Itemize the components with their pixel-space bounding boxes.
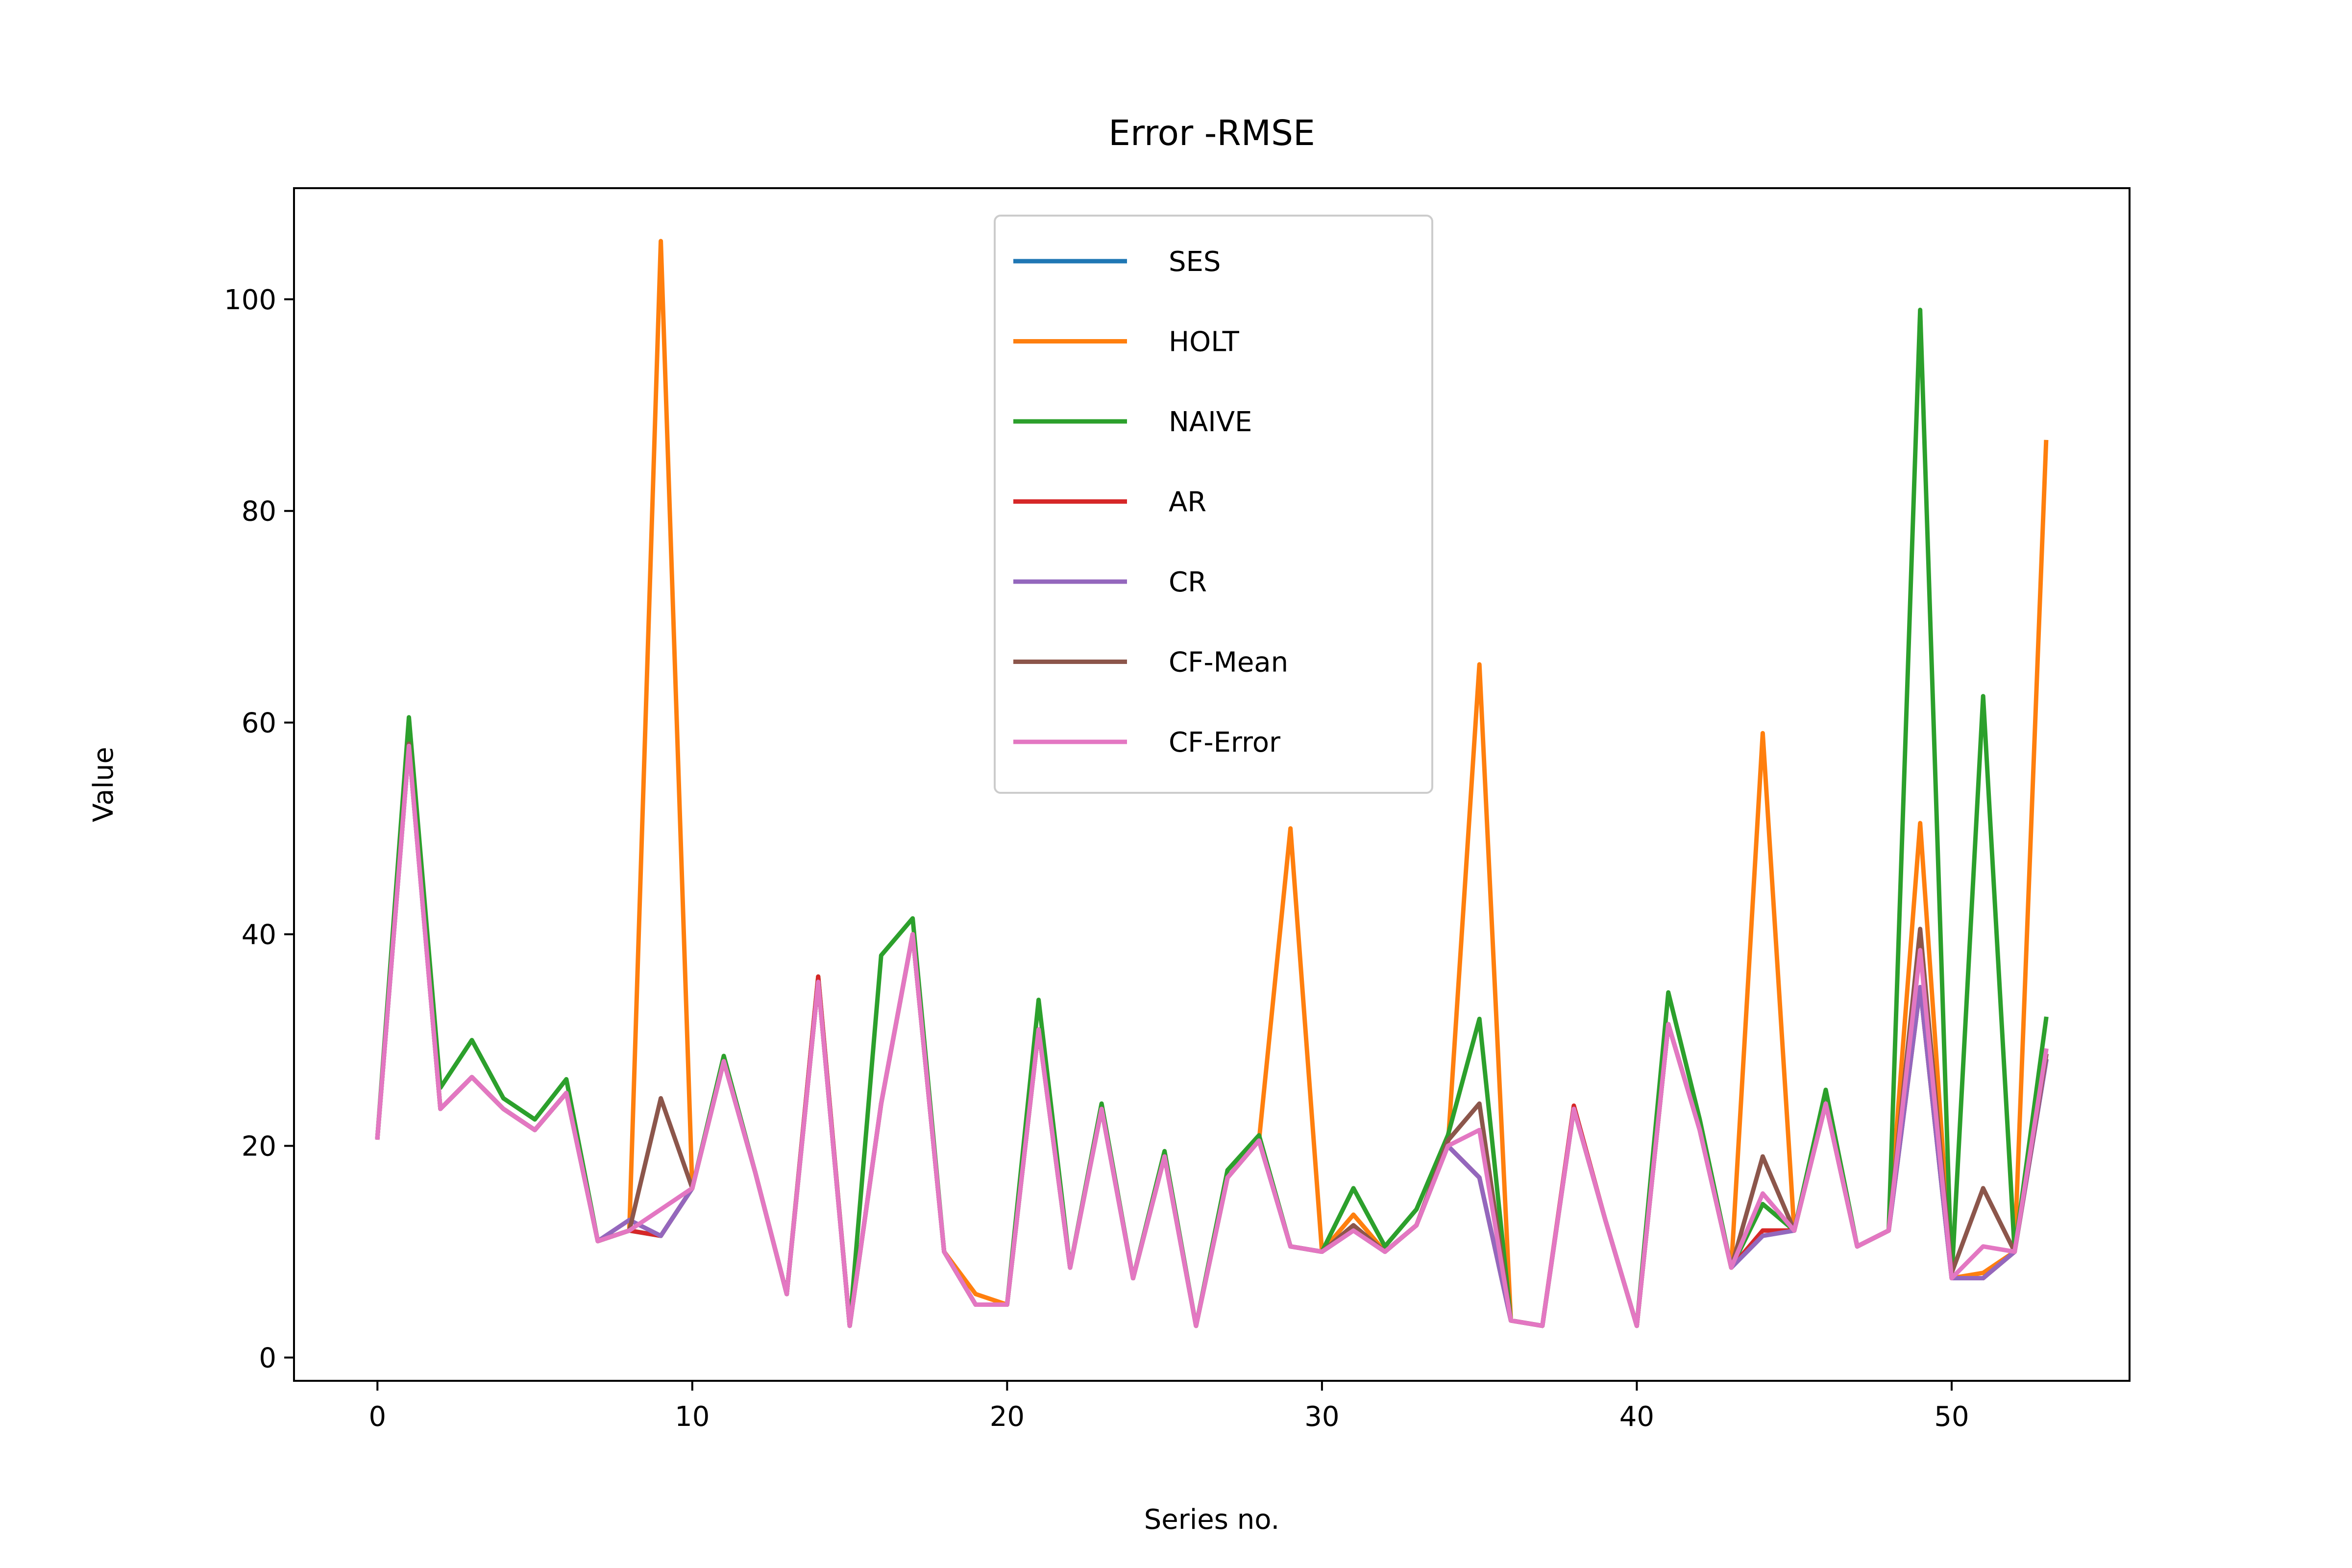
y-axis-label: Value xyxy=(88,747,120,822)
legend-label-ses: SES xyxy=(1169,246,1221,278)
x-tick-label: 0 xyxy=(368,1401,386,1433)
legend-label-ar: AR xyxy=(1169,487,1206,518)
y-tick-label: 20 xyxy=(242,1131,276,1163)
legend-label-holt: HOLT xyxy=(1169,326,1240,358)
x-axis: 0 10 20 30 40 50 xyxy=(368,1381,1969,1433)
x-axis-label: Series no. xyxy=(1144,1504,1280,1536)
y-tick-label: 80 xyxy=(242,496,276,528)
x-tick-label: 10 xyxy=(675,1401,710,1433)
y-tick-label: 60 xyxy=(242,708,276,739)
x-tick-label: 20 xyxy=(990,1401,1025,1433)
y-tick-label: 100 xyxy=(224,284,276,316)
legend-label-cf-mean: CF-Mean xyxy=(1169,647,1288,679)
chart-title: Error -RMSE xyxy=(1108,113,1315,153)
x-tick-label: 50 xyxy=(1934,1401,1969,1433)
series-line-cf-error xyxy=(375,743,2049,1328)
legend: SES HOLT NAIVE AR CR CF-Mean CF-Error xyxy=(994,215,1433,794)
legend-label-cf-error: CF-Error xyxy=(1169,727,1281,759)
legend-label-naive: NAIVE xyxy=(1169,406,1252,438)
plot-frame xyxy=(293,187,2131,1382)
x-tick-label: 30 xyxy=(1304,1401,1339,1433)
y-tick-label: 0 xyxy=(259,1342,276,1374)
y-axis: 0 20 40 60 80 100 xyxy=(224,284,294,1374)
plot-area xyxy=(375,239,2049,1328)
x-tick-label: 40 xyxy=(1619,1401,1654,1433)
legend-frame xyxy=(994,215,1433,794)
y-tick-label: 40 xyxy=(242,919,276,951)
legend-label-cr: CR xyxy=(1169,566,1207,598)
